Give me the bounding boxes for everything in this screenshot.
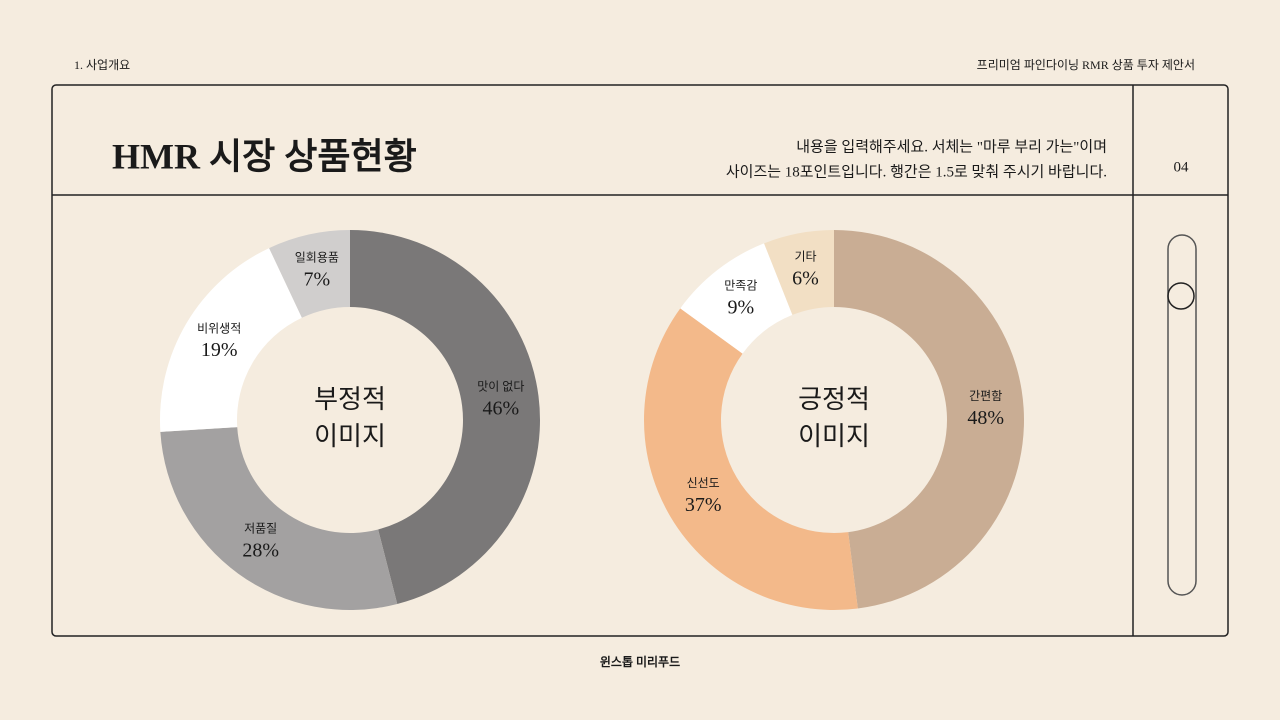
footer: 윈스톱 미리푸드: [600, 654, 680, 669]
center-label: 부정적: [314, 385, 386, 414]
section-label: 1. 사업개요: [74, 58, 130, 72]
page-number: 04: [1174, 159, 1190, 175]
donut-segment: [160, 427, 398, 610]
frame: [51, 84, 1229, 637]
value-label: 9%: [728, 296, 755, 318]
value-label: 6%: [792, 267, 819, 289]
slide-title: HMR 시장 상품현황: [112, 136, 417, 176]
donut-segment: [644, 308, 858, 610]
segment-label: 신선도: [687, 476, 720, 490]
value-label: 19%: [201, 339, 238, 361]
donut-segment: [350, 230, 541, 605]
value-label: 7%: [304, 268, 331, 290]
center-label: 이미지: [798, 422, 870, 451]
value-label: 28%: [242, 540, 279, 562]
segment-label: 일회용품: [295, 250, 339, 264]
donut-segment: [269, 230, 350, 318]
segment-label: 맛이 없다: [477, 380, 524, 394]
center-label: 이미지: [314, 422, 386, 451]
segment-label: 비위생적: [197, 321, 241, 335]
scroll-thumb: [1167, 282, 1195, 310]
center-label: 긍정적: [798, 385, 870, 414]
donut-segment: [834, 230, 1025, 609]
segment-label: 기타: [794, 249, 816, 263]
value-label: 37%: [685, 494, 722, 516]
description: 사이즈는 18포인트입니다. 행간은 1.5로 맞춰 주시기 바랍니다.: [726, 163, 1107, 180]
segment-label: 저품질: [244, 522, 277, 536]
description: 내용을 입력해주세요. 서체는 "마루 부리 가는"이며: [796, 138, 1107, 155]
donut-segment: [160, 248, 302, 432]
value-label: 46%: [482, 398, 519, 420]
value-label: 48%: [967, 407, 1004, 429]
donut-segment: [680, 243, 793, 354]
doc-title: 프리미엄 파인다이닝 RMR 상품 투자 제안서: [977, 58, 1195, 72]
scroll-track: [1167, 234, 1197, 596]
segment-label: 간편함: [969, 389, 1002, 403]
segment-label: 만족감: [724, 279, 757, 293]
donut-segment: [764, 230, 834, 315]
